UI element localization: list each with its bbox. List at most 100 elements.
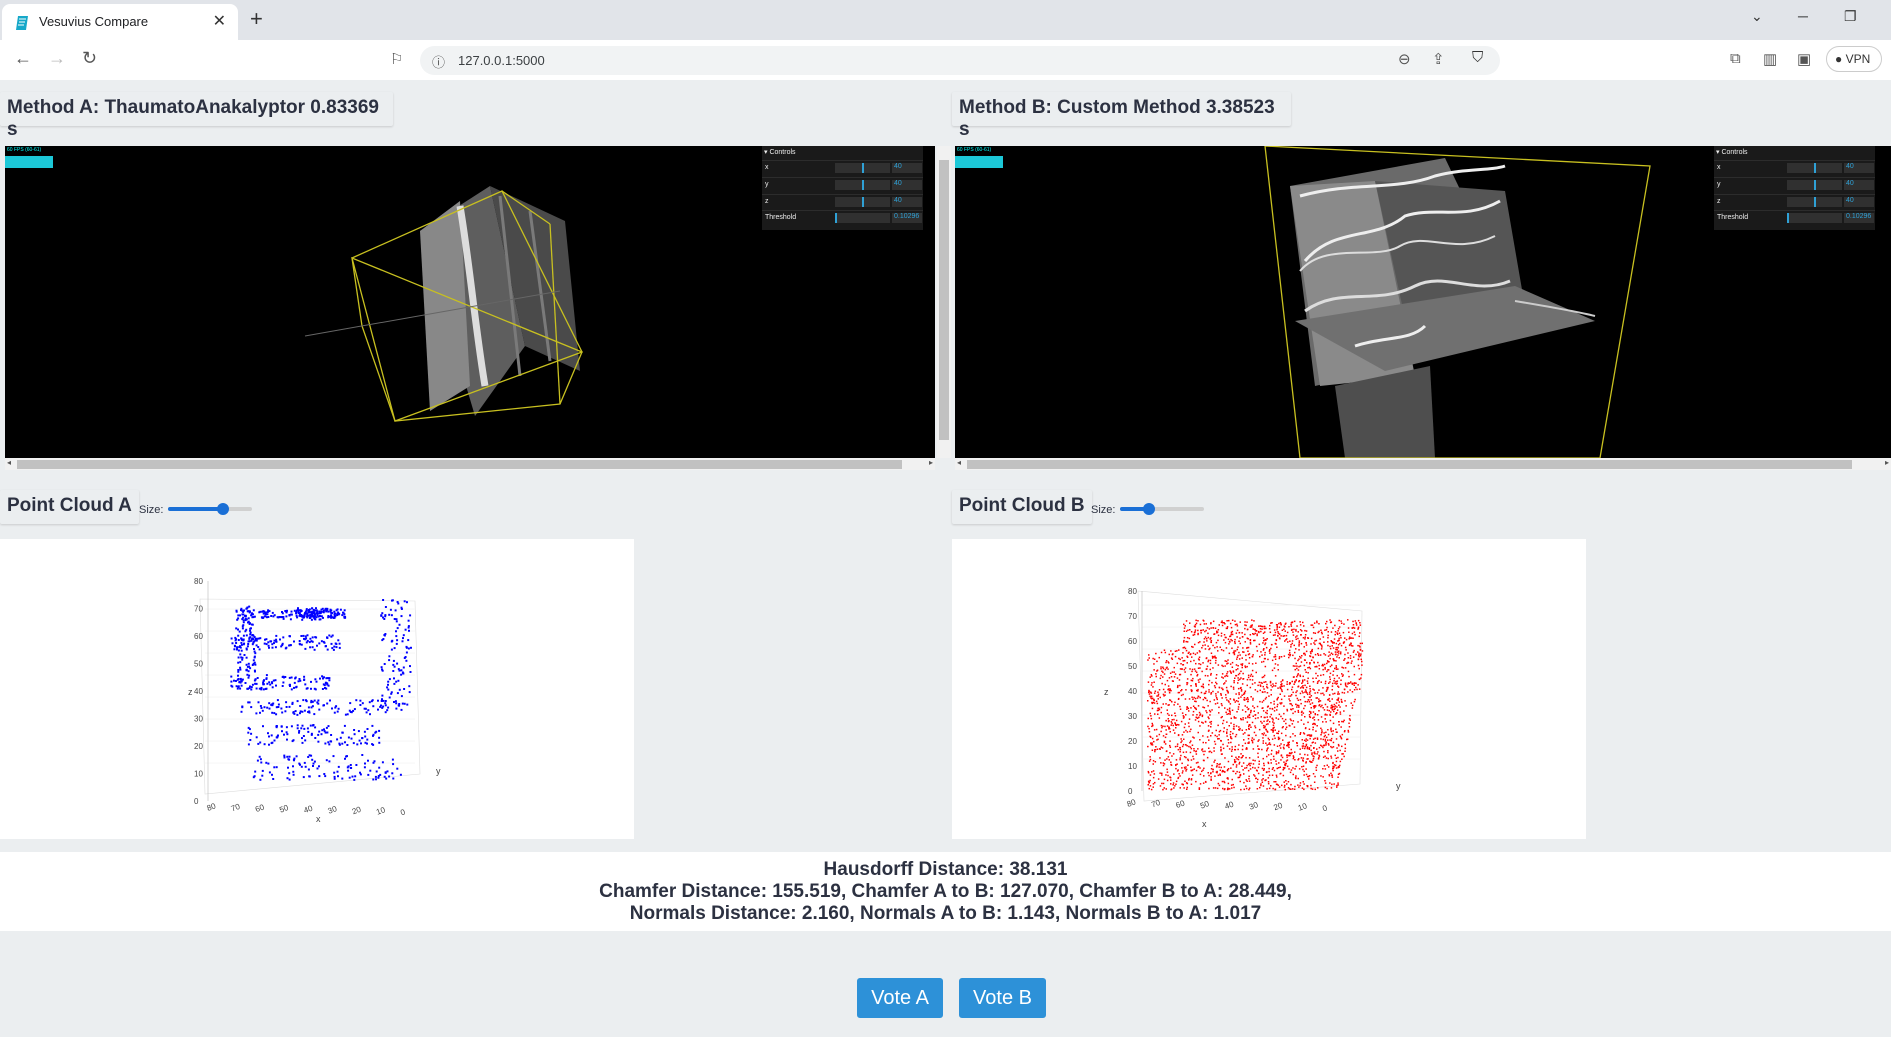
vote-a-button[interactable]: Vote A [857, 978, 943, 1018]
point-a [296, 713, 299, 716]
volume-viewer-b[interactable]: 60 FPS (60-61) ▾ Controls x 40 y 40 z 40 Th… [955, 146, 1891, 458]
x-slider-row[interactable]: x 40 [1714, 160, 1875, 174]
vote-b-button[interactable]: Vote B [959, 978, 1046, 1018]
wallet-icon[interactable]: ▣ [1797, 51, 1812, 68]
point-b [1311, 702, 1314, 704]
zoom-out-icon[interactable]: ⊖ [1398, 51, 1411, 68]
point-b [1304, 753, 1306, 756]
horizontal-scrollbar-a[interactable]: ◂ ▸ [5, 458, 935, 470]
point-a [397, 602, 400, 605]
browser-tab[interactable]: Vesuvius Compare ✕ [2, 4, 238, 40]
site-info-icon[interactable]: ⓘ [432, 55, 446, 70]
z-slider-row[interactable]: z 40 [762, 194, 923, 208]
sidebar-icon[interactable]: ▥ [1763, 51, 1778, 68]
point-b [1319, 654, 1322, 656]
point-b [1354, 620, 1357, 622]
point-b [1292, 755, 1295, 757]
point-b [1295, 662, 1297, 665]
point-b [1209, 647, 1211, 650]
new-tab-icon[interactable]: + [250, 6, 263, 31]
point-a [244, 617, 247, 620]
point-a [322, 640, 325, 643]
point-b [1262, 660, 1265, 663]
threshold-slider-row[interactable]: Threshold 0.10296 [762, 210, 923, 224]
brave-shield-icon[interactable]: ⛉ [1472, 49, 1484, 66]
controls-title[interactable]: ▾ Controls [764, 149, 796, 156]
size-slider-a[interactable] [168, 500, 252, 518]
controls-title[interactable]: ▾ Controls [1716, 149, 1748, 156]
back-icon[interactable]: ← [14, 48, 32, 68]
point-a [271, 686, 274, 689]
close-tab-icon[interactable]: ✕ [212, 13, 226, 30]
point-a [237, 656, 240, 659]
forward-icon[interactable]: → [48, 48, 66, 68]
point-b [1222, 769, 1224, 772]
point-b [1324, 768, 1327, 770]
vertical-scrollbar-a[interactable] [937, 146, 951, 458]
point-b [1193, 696, 1195, 699]
point-a [249, 633, 252, 636]
point-b [1306, 661, 1308, 664]
point-a [240, 609, 242, 611]
size-slider-b[interactable] [1120, 500, 1204, 518]
threshold-slider-row[interactable]: Threshold 0.10296 [1714, 210, 1875, 224]
point-b [1299, 621, 1301, 623]
point-a [253, 655, 256, 658]
point-b [1346, 685, 1348, 688]
point-b [1273, 781, 1275, 783]
point-a [336, 608, 339, 611]
share-icon[interactable]: ⇪ [1432, 51, 1445, 68]
point-b [1158, 717, 1161, 719]
restore-icon[interactable]: ❐ [1844, 8, 1857, 24]
address-bar[interactable]: ⓘ 127.0.0.1:5000 [420, 46, 1500, 75]
y-slider-row[interactable]: y 40 [1714, 177, 1875, 191]
x-slider-row[interactable]: x 40 [762, 160, 923, 174]
point-b [1350, 681, 1352, 683]
point-a [316, 611, 319, 614]
point-b [1321, 704, 1323, 707]
z-tick-label: 70 [194, 605, 203, 614]
point-a [333, 610, 336, 613]
point-b [1168, 653, 1170, 656]
point-b [1242, 718, 1244, 721]
vpn-button[interactable]: ● VPN [1826, 46, 1882, 72]
point-b [1225, 696, 1227, 699]
point-b [1175, 780, 1178, 783]
y-slider-row[interactable]: y 40 [762, 177, 923, 191]
horizontal-scrollbar-b[interactable]: ◂ ▸ [955, 458, 1891, 470]
bookmark-icon[interactable]: ⚐ [390, 51, 404, 68]
point-a [301, 741, 304, 744]
point-b [1186, 788, 1188, 790]
point-b [1324, 755, 1326, 757]
point-a [268, 771, 271, 774]
point-b [1320, 629, 1322, 631]
z-slider-row[interactable]: z 40 [1714, 194, 1875, 208]
point-cloud-plot-b[interactable]: 80 70 60 50 40 30 20 10 0 80 70 60 50 40 30 20 10 0 x y z [952, 539, 1586, 839]
point-b [1210, 637, 1212, 639]
point-a [290, 610, 293, 613]
controls-panel-b[interactable]: ▾ Controls x 40 y 40 z 40 Threshold 0.10296 [1714, 146, 1875, 230]
point-b [1331, 641, 1334, 643]
controls-panel-a[interactable]: ▾ Controls x 40 y 40 z 40 Threshold 0.10296 [762, 146, 923, 230]
minimize-icon[interactable]: ─ [1798, 8, 1808, 24]
extensions-icon[interactable]: ⧉ [1730, 50, 1741, 67]
point-a [239, 653, 242, 656]
point-b [1276, 703, 1279, 706]
point-b [1241, 765, 1243, 767]
point-cloud-plot-a[interactable]: 80 70 60 50 40 30 20 10 0 80 70 60 50 40 30 20 10 0 x y z [0, 539, 634, 839]
point-a [298, 731, 300, 734]
point-a [388, 659, 391, 662]
point-b [1189, 751, 1192, 754]
point-a [289, 685, 291, 687]
tab-search-icon[interactable]: ⌄ [1751, 8, 1763, 24]
point-a [405, 651, 408, 654]
point-b [1241, 683, 1244, 685]
point-b [1151, 701, 1153, 704]
point-b [1237, 646, 1239, 648]
volume-viewer-a[interactable]: 60 FPS (60-61) ▾ Controls x 40 y 40 z 40 Th… [5, 146, 935, 458]
point-b [1310, 735, 1313, 737]
reload-icon[interactable]: ↻ [82, 48, 98, 68]
point-b [1164, 743, 1167, 745]
point-a [296, 727, 299, 730]
point-b [1222, 722, 1224, 725]
